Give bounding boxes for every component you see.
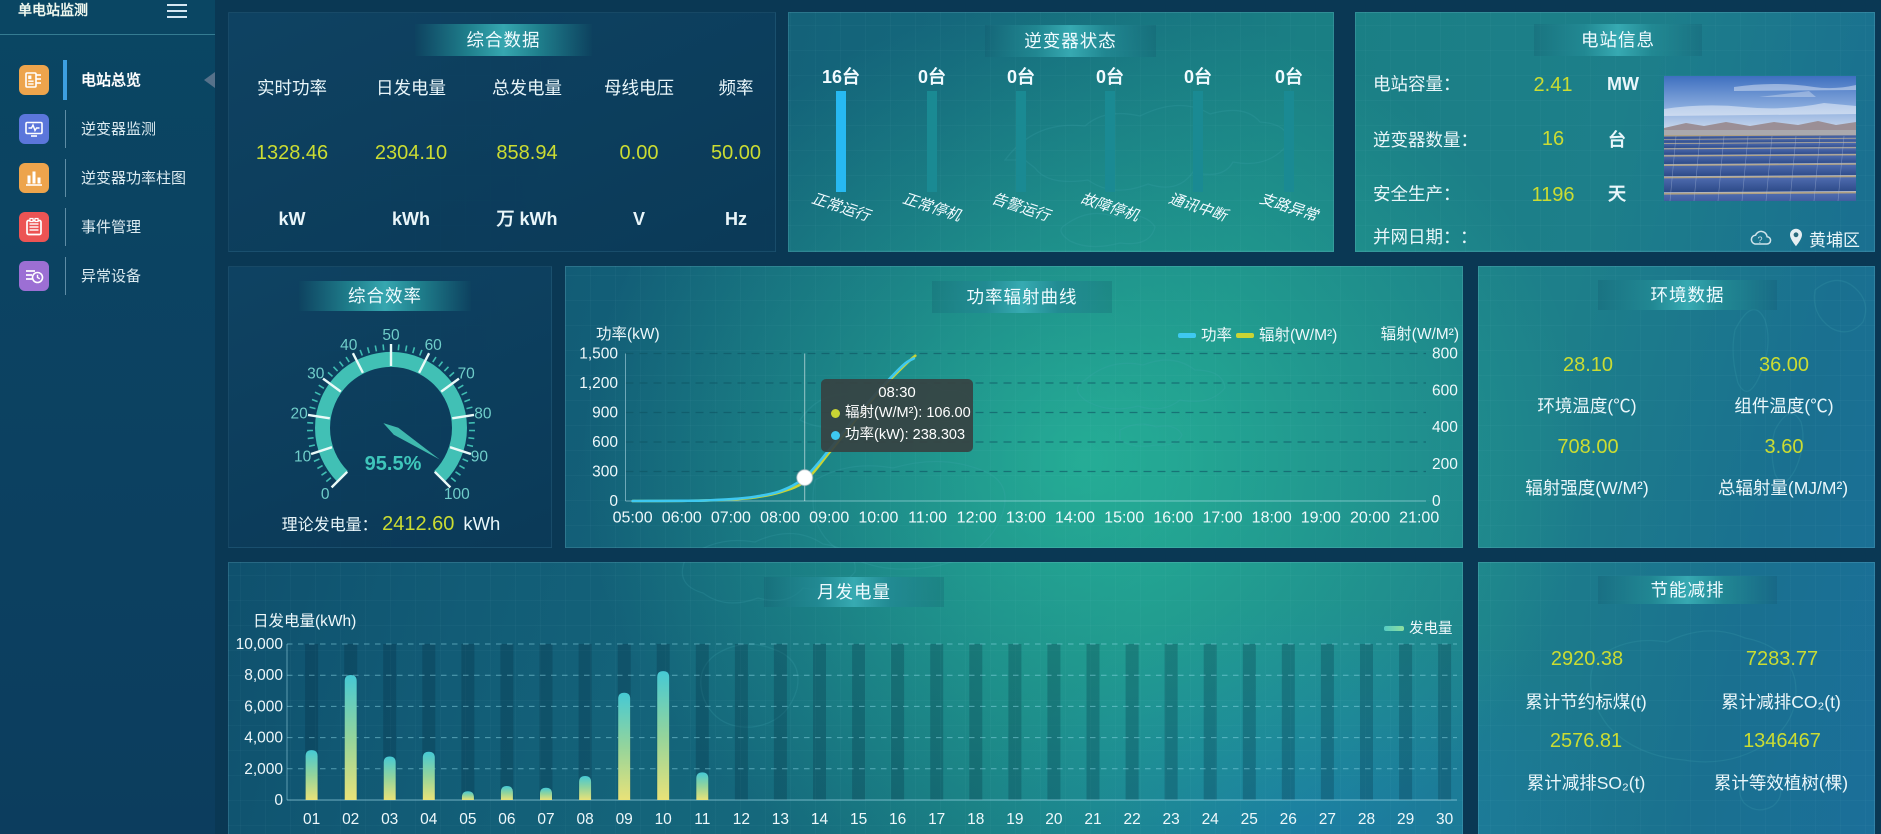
svg-text:17:00: 17:00 (1202, 510, 1242, 527)
svg-text:19: 19 (1006, 811, 1023, 828)
svg-text:600: 600 (592, 434, 618, 451)
svg-text:02: 02 (342, 811, 359, 828)
svg-text:400: 400 (1432, 419, 1458, 436)
svg-text:21:00: 21:00 (1399, 510, 1439, 527)
svg-text:05:00: 05:00 (613, 510, 653, 527)
svg-text:05: 05 (459, 811, 476, 828)
svg-text:10,000: 10,000 (236, 636, 284, 653)
svg-text:18: 18 (967, 811, 984, 828)
svg-text:80: 80 (474, 406, 492, 423)
svg-text:10: 10 (294, 449, 312, 466)
svg-text:28: 28 (1358, 811, 1375, 828)
svg-text:26: 26 (1280, 811, 1297, 828)
svg-text:15: 15 (850, 811, 867, 828)
svg-text:200: 200 (1432, 456, 1458, 473)
svg-text:17: 17 (928, 811, 945, 828)
svg-text:11:00: 11:00 (908, 510, 947, 527)
svg-text:27: 27 (1319, 811, 1336, 828)
svg-text:13: 13 (772, 811, 789, 828)
svg-text:1,500: 1,500 (579, 346, 618, 363)
svg-text:10: 10 (655, 811, 673, 828)
svg-text:50: 50 (382, 327, 400, 344)
svg-text:20: 20 (290, 406, 308, 423)
svg-text:30: 30 (307, 365, 325, 382)
svg-text:14: 14 (811, 811, 829, 828)
svg-text:12: 12 (733, 811, 750, 828)
svg-text:06:00: 06:00 (662, 510, 702, 527)
svg-text:13:00: 13:00 (1006, 510, 1046, 527)
svg-text:60: 60 (425, 337, 443, 354)
svg-text:4,000: 4,000 (244, 730, 283, 747)
svg-text:0: 0 (609, 493, 618, 510)
svg-text:07:00: 07:00 (711, 510, 751, 527)
svg-text:40: 40 (340, 337, 358, 354)
svg-text:06: 06 (498, 811, 515, 828)
svg-text:900: 900 (592, 405, 618, 422)
svg-text:6,000: 6,000 (244, 698, 283, 715)
svg-text:?: ? (1757, 235, 1762, 245)
svg-text:19:00: 19:00 (1301, 510, 1341, 527)
svg-text:100: 100 (444, 486, 470, 503)
svg-text:01: 01 (303, 811, 320, 828)
svg-text:30: 30 (1436, 811, 1454, 828)
svg-text:600: 600 (1432, 382, 1458, 399)
svg-text:08: 08 (576, 811, 593, 828)
svg-text:2,000: 2,000 (244, 761, 283, 778)
svg-text:29: 29 (1397, 811, 1414, 828)
svg-text:70: 70 (458, 365, 476, 382)
svg-text:16: 16 (889, 811, 906, 828)
svg-text:0: 0 (321, 486, 330, 503)
svg-text:21: 21 (1084, 811, 1101, 828)
svg-text:24: 24 (1202, 811, 1220, 828)
svg-text:1,200: 1,200 (579, 375, 618, 392)
svg-text:800: 800 (1432, 346, 1458, 363)
svg-text:300: 300 (592, 464, 618, 481)
svg-text:03: 03 (381, 811, 398, 828)
svg-text:10:00: 10:00 (858, 510, 898, 527)
svg-text:0: 0 (274, 792, 283, 809)
svg-text:08:00: 08:00 (760, 510, 800, 527)
svg-text:15:00: 15:00 (1104, 510, 1144, 527)
svg-text:23: 23 (1162, 811, 1179, 828)
svg-text:22: 22 (1123, 811, 1140, 828)
svg-text:16:00: 16:00 (1153, 510, 1193, 527)
svg-text:20:00: 20:00 (1350, 510, 1390, 527)
svg-text:14:00: 14:00 (1055, 510, 1095, 527)
svg-text:18:00: 18:00 (1252, 510, 1292, 527)
svg-text:07: 07 (537, 811, 554, 828)
svg-text:90: 90 (471, 449, 489, 466)
svg-text:25: 25 (1241, 811, 1258, 828)
svg-text:09:00: 09:00 (809, 510, 849, 527)
svg-text:8,000: 8,000 (244, 667, 283, 684)
svg-text:20: 20 (1045, 811, 1063, 828)
svg-text:11: 11 (694, 811, 710, 828)
svg-text:12:00: 12:00 (957, 510, 997, 527)
svg-text:0: 0 (1432, 493, 1441, 510)
svg-text:09: 09 (616, 811, 633, 828)
svg-text:04: 04 (420, 811, 438, 828)
